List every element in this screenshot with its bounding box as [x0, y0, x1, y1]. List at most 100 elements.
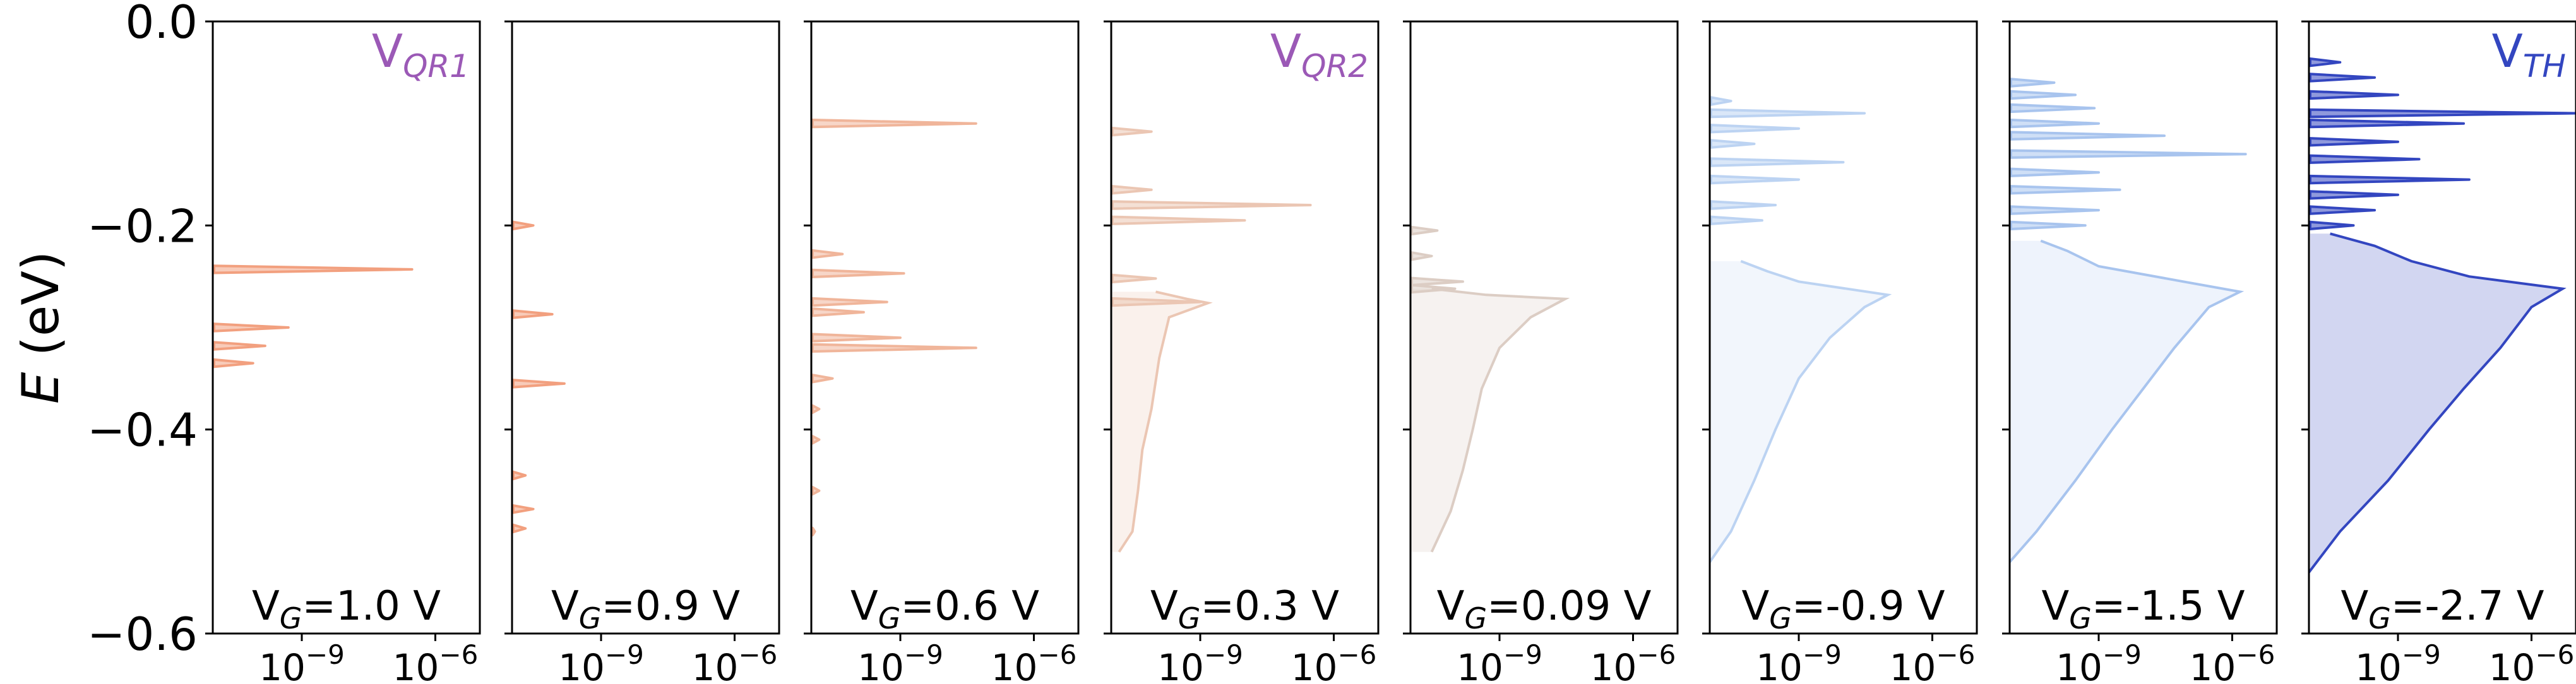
- x-tick-label: 10−6: [991, 639, 1077, 684]
- panel-plot-area: [1111, 126, 1312, 553]
- peak-mark: [1111, 215, 1246, 225]
- peak-mark: [2309, 119, 2466, 129]
- x-tick-exponent: −6: [1936, 639, 1975, 670]
- annotation-base: V: [2492, 25, 2523, 78]
- peak-mark: [811, 307, 865, 317]
- label-sub: G: [878, 601, 901, 635]
- x-tick-label: 10−6: [1890, 639, 1976, 684]
- peak-mark: [1111, 273, 1157, 284]
- panel-3: 10−9 10−6VG=0.3 V: [1104, 20, 1380, 684]
- y-tick-label: −0.4: [87, 404, 198, 457]
- x-tick-label: 10−6: [393, 639, 479, 684]
- label-rest: =-2.7 V: [2391, 583, 2544, 630]
- panel-frame: [1708, 20, 1978, 635]
- x-tick-exponent: −6: [1037, 639, 1076, 670]
- x-tick-label: 10−9: [2355, 639, 2441, 684]
- peak-mark: [213, 264, 414, 274]
- x-tick-label: 10−6: [2489, 639, 2575, 684]
- band-line: [1710, 260, 1892, 563]
- peak-mark: [811, 297, 888, 307]
- peak-mark: [2010, 103, 2096, 114]
- x-tick-exponent: −9: [1503, 639, 1542, 670]
- peak-mark: [811, 343, 977, 353]
- label-sub: G: [1769, 601, 1792, 635]
- annotation-sub: TH: [2523, 48, 2566, 85]
- panel-gate-voltage-label: VG=0.09 V: [1437, 583, 1652, 635]
- x-tick-label: 10−9: [857, 639, 943, 684]
- peak-mark: [2010, 220, 2087, 230]
- peak-mark: [1111, 185, 1153, 195]
- y-tick-label: −0.6: [87, 608, 198, 661]
- peak-mark: [811, 268, 905, 278]
- panel-7: 10−9 10−6VG=-2.7 V: [2301, 20, 2576, 684]
- y-axis: 0.0 −0.2 −0.4 −0.6 E (eV): [11, 0, 213, 661]
- x-tick-label: 10−9: [1457, 639, 1542, 684]
- x-tick-exponent: −9: [2402, 639, 2441, 670]
- panel-frame: [2008, 20, 2278, 635]
- x-tick-base: 10: [1157, 646, 1204, 684]
- annotation-sub: QR1: [403, 48, 470, 85]
- peak-mark: [1111, 126, 1153, 137]
- peak-mark: [512, 220, 535, 230]
- peak-mark: [1710, 215, 1763, 225]
- panel-5: 10−9 10−6VG=-0.9 V: [1702, 20, 1978, 684]
- x-tick-base: 10: [1590, 646, 1637, 684]
- label-base: V: [551, 583, 579, 630]
- peak-mark: [811, 249, 844, 259]
- peak-mark: [1410, 225, 1439, 236]
- peak-mark: [213, 341, 266, 351]
- panel-gate-voltage-label: VG=0.3 V: [1150, 583, 1339, 635]
- peak-mark: [2309, 137, 2399, 147]
- x-tick-label: 10−9: [558, 639, 644, 684]
- panel-1: 10−9 10−6VG=0.9 V: [504, 20, 780, 684]
- panel-2: 10−9 10−6VG=0.6 V: [804, 20, 1080, 684]
- peak-mark: [2010, 185, 2121, 195]
- band-fill: [2309, 233, 2563, 572]
- peak-mark: [1710, 96, 1732, 106]
- label-sub: G: [2069, 601, 2092, 635]
- annotation-sub: QR2: [1301, 48, 1368, 85]
- panel-frame: [1110, 20, 1380, 635]
- peak-mark: [512, 523, 527, 534]
- band-line: [2309, 232, 2567, 574]
- x-tick-label: 10−9: [1756, 639, 1842, 684]
- peak-mark: [811, 486, 821, 496]
- annotation-base: V: [372, 25, 403, 78]
- panel-frame: [511, 20, 780, 635]
- panel-6: 10−9 10−6VG=-1.5 V: [2002, 20, 2278, 684]
- peak-mark: [1710, 108, 1866, 119]
- x-tick-base: 10: [1756, 646, 1803, 684]
- peak-mark: [1410, 283, 1457, 294]
- peak-mark: [2010, 205, 2100, 215]
- peak-mark: [2309, 57, 2342, 68]
- band-fill: [2010, 240, 2240, 562]
- x-tick-exponent: −9: [605, 639, 644, 670]
- x-tick-base: 10: [991, 646, 1038, 684]
- peak-mark: [2010, 119, 2100, 129]
- x-tick-exponent: −6: [738, 639, 777, 670]
- label-rest: =0.9 V: [601, 583, 740, 630]
- peak-mark: [2010, 78, 2056, 88]
- panel-0: 10−9 10−6VG=1.0 V: [212, 20, 481, 684]
- label-base: V: [1741, 583, 1769, 630]
- panel-gate-voltage-label: VG=0.9 V: [551, 583, 740, 635]
- x-tick-label: 10−6: [1291, 639, 1377, 684]
- peak-mark: [2309, 174, 2471, 185]
- label-base: V: [1437, 583, 1465, 630]
- peak-mark: [811, 404, 821, 414]
- x-tick-label: 10−6: [692, 639, 778, 684]
- peak-mark: [2010, 167, 2100, 177]
- y-tick-label: 0.0: [125, 0, 198, 49]
- panel-gate-voltage-label: VG=-2.7 V: [2340, 583, 2544, 635]
- panel-frame: [2308, 20, 2576, 635]
- x-tick-base: 10: [2355, 646, 2402, 684]
- peak-mark: [2010, 149, 2247, 159]
- x-tick-exponent: −6: [2535, 639, 2574, 670]
- x-tick-exponent: −9: [2102, 639, 2142, 670]
- peak-mark: [512, 309, 554, 319]
- panel-gate-voltage-label: VG=-1.5 V: [2041, 583, 2245, 635]
- x-tick-base: 10: [393, 646, 439, 684]
- x-tick-base: 10: [2056, 646, 2102, 684]
- panel-plot-area: [1410, 225, 1570, 553]
- label-base: V: [850, 583, 878, 630]
